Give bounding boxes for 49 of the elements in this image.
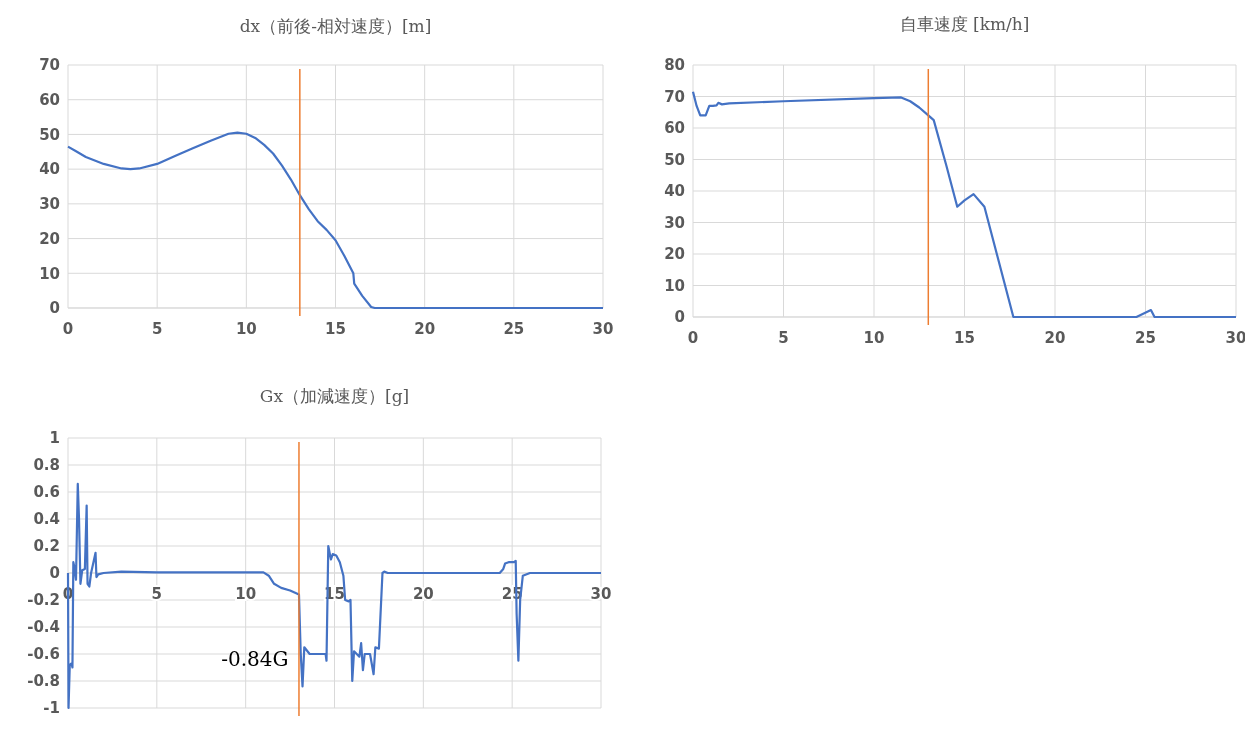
x-tick-label: 10 — [863, 329, 885, 347]
y-tick-label: -0.2 — [27, 591, 60, 610]
y-tick-label: -0.4 — [27, 618, 60, 637]
x-tick-label: 5 — [778, 329, 789, 347]
y-tick-label: 0 — [49, 299, 60, 318]
y-tick-label: 30 — [664, 213, 685, 232]
x-tick-label: 25 — [503, 320, 525, 338]
y-tick-label: 40 — [39, 160, 60, 179]
x-tick-label: 30 — [590, 585, 612, 603]
x-tick-label: 20 — [1044, 329, 1066, 347]
x-tick-label: 20 — [414, 320, 436, 338]
x-tick-label: 5 — [151, 585, 163, 603]
annotation: -0.84G — [221, 647, 289, 672]
y-tick-label: -0.8 — [27, 672, 60, 691]
y-tick-label: 1 — [49, 429, 60, 448]
y-tick-label: 50 — [664, 150, 685, 169]
y-tick-label: 60 — [664, 119, 685, 138]
y-tick-label: -1 — [43, 699, 60, 718]
x-tick-label: 0 — [687, 329, 699, 347]
y-tick-label: 10 — [39, 264, 60, 283]
x-tick-label: 0 — [62, 320, 74, 338]
y-tick-label: 40 — [664, 182, 685, 201]
y-tick-label: 0.4 — [33, 510, 60, 529]
y-tick-label: -0.6 — [27, 645, 60, 664]
y-tick-label: 70 — [39, 56, 60, 75]
y-tick-label: 20 — [39, 229, 60, 248]
x-tick-label: 10 — [235, 585, 257, 603]
y-tick-label: 20 — [664, 245, 685, 264]
y-tick-label: 10 — [664, 276, 685, 295]
chart-title: Gx（加減速度）[g] — [259, 386, 410, 406]
y-tick-label: 0.6 — [33, 483, 60, 502]
x-tick-label: 5 — [151, 320, 163, 338]
y-tick-label: 30 — [39, 195, 60, 214]
y-tick-label: 60 — [39, 90, 60, 109]
chart-title: dx（前後-相対速度）[m] — [239, 16, 432, 36]
y-tick-label: 0 — [49, 564, 60, 583]
x-tick-label: 15 — [954, 329, 975, 347]
x-tick-label: 25 — [1135, 329, 1156, 347]
y-tick-label: 0.2 — [33, 537, 60, 556]
y-tick-label: 0.8 — [33, 456, 60, 475]
y-tick-label: 70 — [664, 87, 685, 106]
x-tick-label: 20 — [412, 585, 434, 603]
x-tick-label: 30 — [592, 320, 614, 338]
chart-title: 自車速度 [km/h] — [899, 14, 1030, 34]
x-tick-label: 30 — [1225, 329, 1247, 347]
y-tick-label: 50 — [39, 125, 60, 144]
x-tick-label: 10 — [235, 320, 257, 338]
x-tick-label: 15 — [325, 320, 346, 338]
y-tick-label: 80 — [664, 56, 685, 75]
